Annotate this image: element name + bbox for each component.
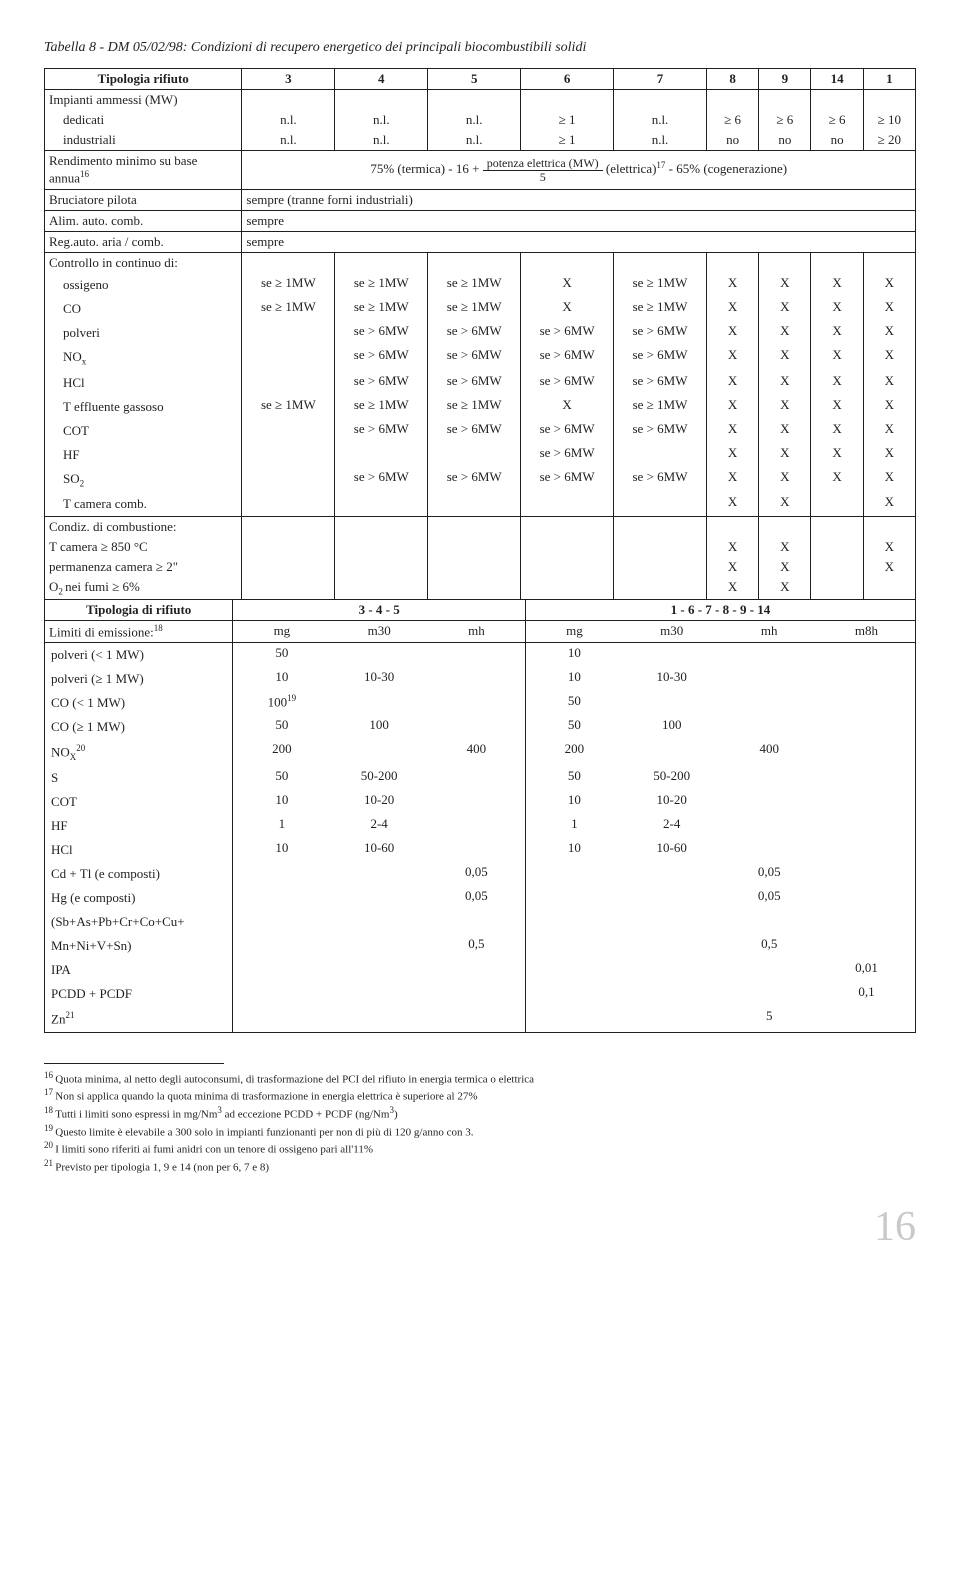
em-hf: HF12-412-4 <box>45 814 916 838</box>
condiz-permanenza: permanenza camera ≥ 2" XX X <box>45 557 916 577</box>
limiti-m8h: m8h <box>818 620 916 642</box>
dedicati-c8: ≥ 6 <box>811 110 863 130</box>
footnotes: 16 Quota minima, al netto degli autocons… <box>44 1070 916 1174</box>
impianti-label: Impianti ammessi (MW) <box>45 90 242 111</box>
hdr-14: 14 <box>811 69 863 90</box>
limiti-mg2: mg <box>525 620 623 642</box>
hdr-7: 7 <box>614 69 707 90</box>
industriali-c3: n.l. <box>428 130 521 151</box>
dedicati-c9: ≥ 10 <box>863 110 915 130</box>
hdr2-tipologia: Tipologia di rifiuto <box>45 600 233 621</box>
em-hg: Hg (e composti)0,050,05 <box>45 886 916 910</box>
alim-label: Alim. auto. comb. <box>45 211 242 232</box>
condiz-label: Condiz. di combustione: <box>45 517 242 538</box>
dedicati-c2: n.l. <box>335 110 428 130</box>
industriali-c7: no <box>759 130 811 151</box>
rendimento-label: Rendimento minimo su base annua16 <box>45 151 242 190</box>
industriali-c9: ≥ 20 <box>863 130 915 151</box>
dedicati-c7: ≥ 6 <box>759 110 811 130</box>
bruciatore-val: sempre (tranne forni industriali) <box>242 190 916 211</box>
rendimento-formula: 75% (termica) - 16 + potenza elettrica (… <box>242 151 916 190</box>
em-nox: NOX20200400200400 <box>45 739 916 766</box>
em-ipa: IPA0,01 <box>45 958 916 982</box>
dedicati-c6: ≥ 6 <box>706 110 758 130</box>
main-table: Tipologia rifiuto 3 4 5 6 7 8 9 14 1 Imp… <box>44 68 916 600</box>
hdr-8: 8 <box>706 69 758 90</box>
industriali-c5: n.l. <box>614 130 707 151</box>
cc-nox: NOxse > 6MWse > 6MWse > 6MWse > 6MWXXXX <box>45 345 916 371</box>
emissions-table: Tipologia di rifiuto 3 - 4 - 5 1 - 6 - 7… <box>44 600 916 1033</box>
alim-val: sempre <box>242 211 916 232</box>
hdr-5: 5 <box>428 69 521 90</box>
em-cdtl: Cd + Tl (e composti)0,050,05 <box>45 862 916 886</box>
cc-label: Controllo in continuo di: <box>45 253 242 274</box>
hdr2-g2: 1 - 6 - 7 - 8 - 9 - 14 <box>525 600 915 621</box>
limiti-mh2: mh <box>720 620 818 642</box>
condiz-o2: O2 nei fumi ≥ 6% XX <box>45 577 916 599</box>
hdr-9: 9 <box>759 69 811 90</box>
em-pcdd: PCDD + PCDF0,1 <box>45 982 916 1006</box>
reg-val: sempre <box>242 232 916 253</box>
hdr-3: 3 <box>242 69 335 90</box>
hdr-6: 6 <box>521 69 614 90</box>
reg-label: Reg.auto. aria / comb. <box>45 232 242 253</box>
limiti-mg1: mg <box>233 620 331 642</box>
hdr2-g1: 3 - 4 - 5 <box>233 600 526 621</box>
cc-teff: T effluente gassosose ≥ 1MWse ≥ 1MWse ≥ … <box>45 395 916 419</box>
dedicati-c4: ≥ 1 <box>521 110 614 130</box>
em-cot: COT1010-201010-20 <box>45 790 916 814</box>
industriali-label: industriali <box>45 130 242 151</box>
dedicati-c3: n.l. <box>428 110 521 130</box>
cc-ossigeno: ossigenose ≥ 1MWse ≥ 1MWse ≥ 1MWXse ≥ 1M… <box>45 273 916 297</box>
page-number: 16 <box>44 1203 916 1251</box>
dedicati-c1: n.l. <box>242 110 335 130</box>
dedicati-label: dedicati <box>45 110 242 130</box>
em-polv_ge: polveri (≥ 1 MW)1010-301010-30 <box>45 667 916 691</box>
industriali-c2: n.l. <box>335 130 428 151</box>
footnote-separator <box>44 1063 224 1064</box>
hdr-tipologia: Tipologia rifiuto <box>45 69 242 90</box>
em-polv_lt: polveri (< 1 MW)5010 <box>45 643 916 668</box>
em-co_lt: CO (< 1 MW)1001950 <box>45 691 916 715</box>
condiz-tcamera: T camera ≥ 850 °C XX X <box>45 537 916 557</box>
hdr-1: 1 <box>863 69 915 90</box>
em-mn: Mn+Ni+V+Sn)0,50,5 <box>45 934 916 958</box>
industriali-c4: ≥ 1 <box>521 130 614 151</box>
cc-hcl: HClse > 6MWse > 6MWse > 6MWse > 6MWXXXX <box>45 371 916 395</box>
limiti-m30b: m30 <box>623 620 721 642</box>
limiti-label: Limiti di emissione:18 <box>45 620 233 642</box>
em-s: S5050-2005050-200 <box>45 766 916 790</box>
limiti-m30a: m30 <box>330 620 428 642</box>
dedicati-c5: n.l. <box>614 110 707 130</box>
industriali-c6: no <box>706 130 758 151</box>
table-title: Tabella 8 - DM 05/02/98: Condizioni di r… <box>44 40 916 56</box>
cc-tcc: T camera comb.XXX <box>45 492 916 517</box>
em-co_ge: CO (≥ 1 MW)5010050100 <box>45 715 916 739</box>
limiti-mh1: mh <box>428 620 526 642</box>
em-zn: Zn215 <box>45 1006 916 1032</box>
bruciatore-label: Bruciatore pilota <box>45 190 242 211</box>
cc-cot: COTse > 6MWse > 6MWse > 6MWse > 6MWXXXX <box>45 419 916 443</box>
em-hcl: HCl1010-601010-60 <box>45 838 916 862</box>
industriali-c1: n.l. <box>242 130 335 151</box>
cc-hf: HFse > 6MWXXXX <box>45 443 916 467</box>
em-sb: (Sb+As+Pb+Cr+Co+Cu+ <box>45 910 916 934</box>
hdr-4: 4 <box>335 69 428 90</box>
cc-polveri: polverise > 6MWse > 6MWse > 6MWse > 6MWX… <box>45 321 916 345</box>
cc-so2: SO2se > 6MWse > 6MWse > 6MWse > 6MWXXXX <box>45 467 916 493</box>
industriali-c8: no <box>811 130 863 151</box>
cc-co: COse ≥ 1MWse ≥ 1MWse ≥ 1MWXse ≥ 1MWXXXX <box>45 297 916 321</box>
